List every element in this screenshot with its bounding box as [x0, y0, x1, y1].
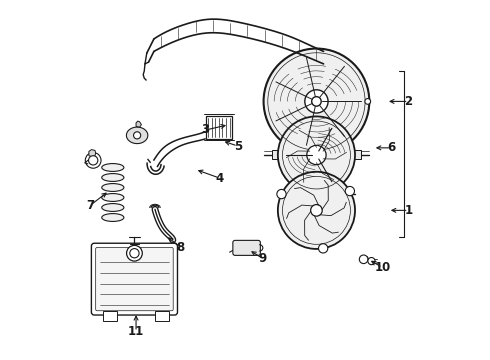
Circle shape — [368, 257, 375, 265]
Bar — [155, 311, 169, 321]
Text: 2: 2 — [405, 95, 413, 108]
Circle shape — [305, 90, 328, 113]
Circle shape — [130, 249, 139, 258]
Circle shape — [85, 153, 101, 168]
FancyBboxPatch shape — [96, 248, 173, 311]
Circle shape — [311, 204, 322, 216]
Ellipse shape — [102, 213, 124, 221]
Bar — [206, 116, 232, 139]
Circle shape — [312, 96, 321, 106]
Text: 5: 5 — [234, 140, 242, 153]
Text: 3: 3 — [202, 123, 210, 136]
Ellipse shape — [102, 194, 124, 202]
Text: 4: 4 — [216, 172, 224, 185]
Ellipse shape — [102, 174, 124, 181]
Circle shape — [126, 246, 142, 261]
Text: 10: 10 — [374, 261, 391, 274]
Ellipse shape — [102, 203, 124, 211]
Text: 8: 8 — [176, 241, 185, 255]
Ellipse shape — [102, 163, 124, 171]
Text: 9: 9 — [259, 252, 267, 265]
Ellipse shape — [102, 184, 124, 192]
Bar — [103, 311, 118, 321]
Circle shape — [134, 132, 141, 139]
Bar — [271, 150, 362, 158]
Circle shape — [359, 255, 368, 264]
Polygon shape — [136, 121, 142, 127]
Circle shape — [277, 189, 286, 199]
Circle shape — [345, 186, 354, 196]
Text: 11: 11 — [128, 325, 144, 338]
Circle shape — [318, 244, 328, 253]
Circle shape — [278, 116, 355, 194]
Circle shape — [307, 145, 326, 165]
Circle shape — [278, 172, 355, 249]
Polygon shape — [89, 150, 96, 157]
Text: 6: 6 — [387, 141, 395, 154]
Polygon shape — [126, 127, 148, 144]
Circle shape — [89, 156, 98, 165]
Circle shape — [365, 99, 370, 104]
FancyBboxPatch shape — [92, 243, 177, 315]
Text: 7: 7 — [87, 198, 95, 212]
Text: 1: 1 — [405, 204, 413, 217]
Circle shape — [264, 49, 369, 154]
FancyBboxPatch shape — [233, 240, 260, 255]
